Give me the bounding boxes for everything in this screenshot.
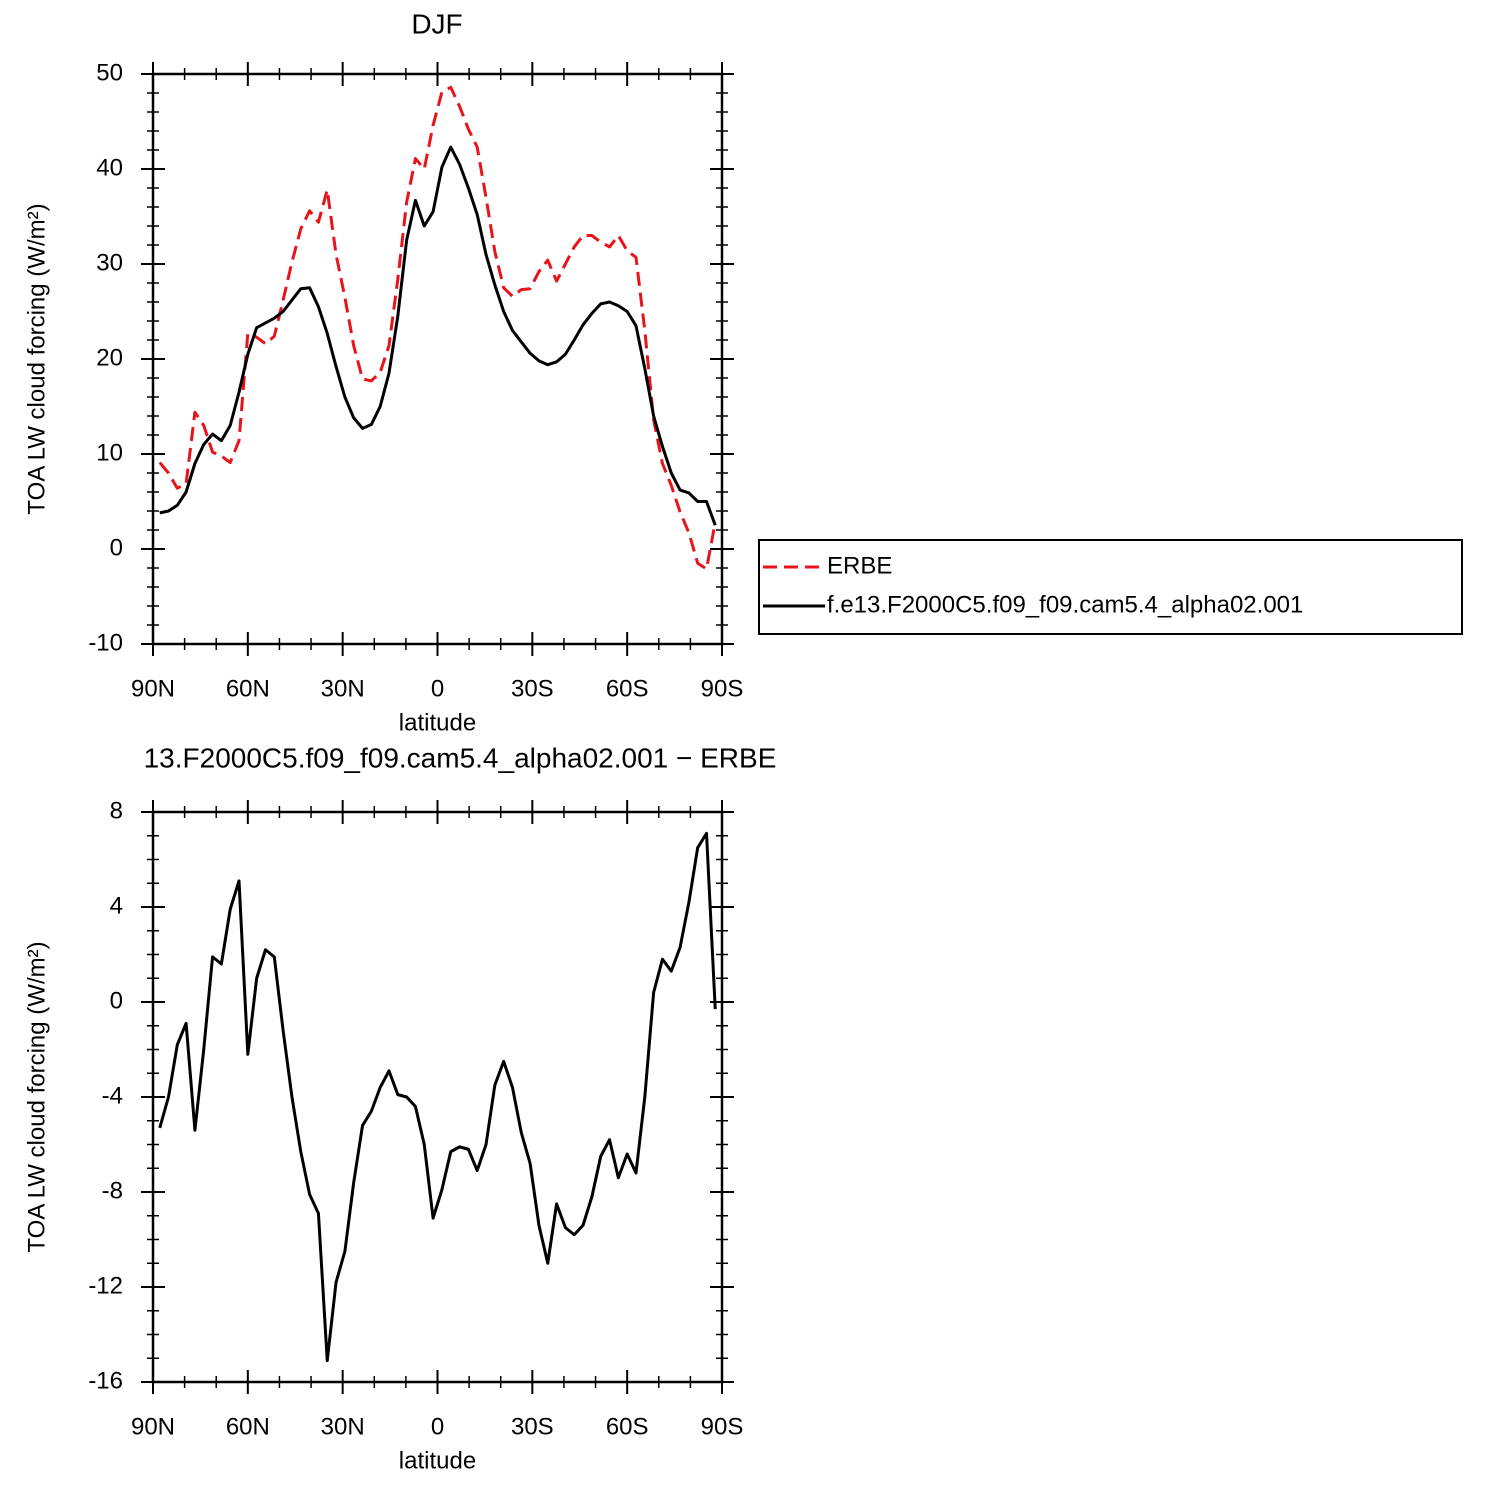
y-tick-label: 30 (96, 249, 123, 276)
x-axis-label: latitude (399, 1447, 476, 1474)
y-tick-label: 0 (110, 534, 123, 561)
x-axis-label: latitude (399, 709, 476, 736)
y-axis-label: TOA LW cloud forcing (W/m²) (23, 941, 50, 1252)
y-tick-label: -4 (102, 1082, 123, 1109)
y-tick-label: 4 (110, 892, 123, 919)
x-tick-label: 90N (131, 1413, 175, 1440)
x-tick-label: 90S (701, 1413, 744, 1440)
chart-title: 13.F2000C5.f09_f09.cam5.4_alpha02.001 − … (144, 742, 777, 773)
x-tick-label: 60N (226, 1413, 270, 1440)
x-tick-label: 30S (511, 1413, 554, 1440)
y-tick-label: 50 (96, 59, 123, 86)
y-tick-label: 10 (96, 439, 123, 466)
y-tick-label: -8 (102, 1177, 123, 1204)
y-tick-label: 40 (96, 154, 123, 181)
y-tick-label: -12 (88, 1272, 123, 1299)
x-tick-label: 60S (606, 675, 649, 702)
x-tick-label: 30S (511, 675, 554, 702)
legend-label: f.e13.F2000C5.f09_f09.cam5.4_alpha02.001 (827, 591, 1303, 618)
y-axis-label: TOA LW cloud forcing (W/m²) (23, 203, 50, 514)
plot-frame (151, 72, 724, 646)
x-tick-label: 30N (321, 675, 365, 702)
legend-label: ERBE (827, 552, 892, 579)
y-tick-label: 8 (110, 797, 123, 824)
x-tick-label: 90S (701, 675, 744, 702)
y-tick-label: -16 (88, 1367, 123, 1394)
data-line (158, 831, 717, 1363)
y-tick-label: -10 (88, 629, 123, 656)
x-tick-label: 0 (431, 675, 444, 702)
legend-box (758, 539, 1463, 635)
x-tick-label: 60S (606, 1413, 649, 1440)
data-line (159, 145, 717, 526)
y-tick-label: 0 (110, 987, 123, 1014)
chart-title: DJF (411, 8, 462, 39)
x-tick-label: 0 (431, 1413, 444, 1440)
x-tick-label: 30N (321, 1413, 365, 1440)
x-tick-label: 60N (226, 675, 270, 702)
y-tick-label: 20 (96, 344, 123, 371)
data-line (158, 85, 717, 571)
plot-frame (151, 810, 724, 1384)
x-tick-label: 90N (131, 675, 175, 702)
